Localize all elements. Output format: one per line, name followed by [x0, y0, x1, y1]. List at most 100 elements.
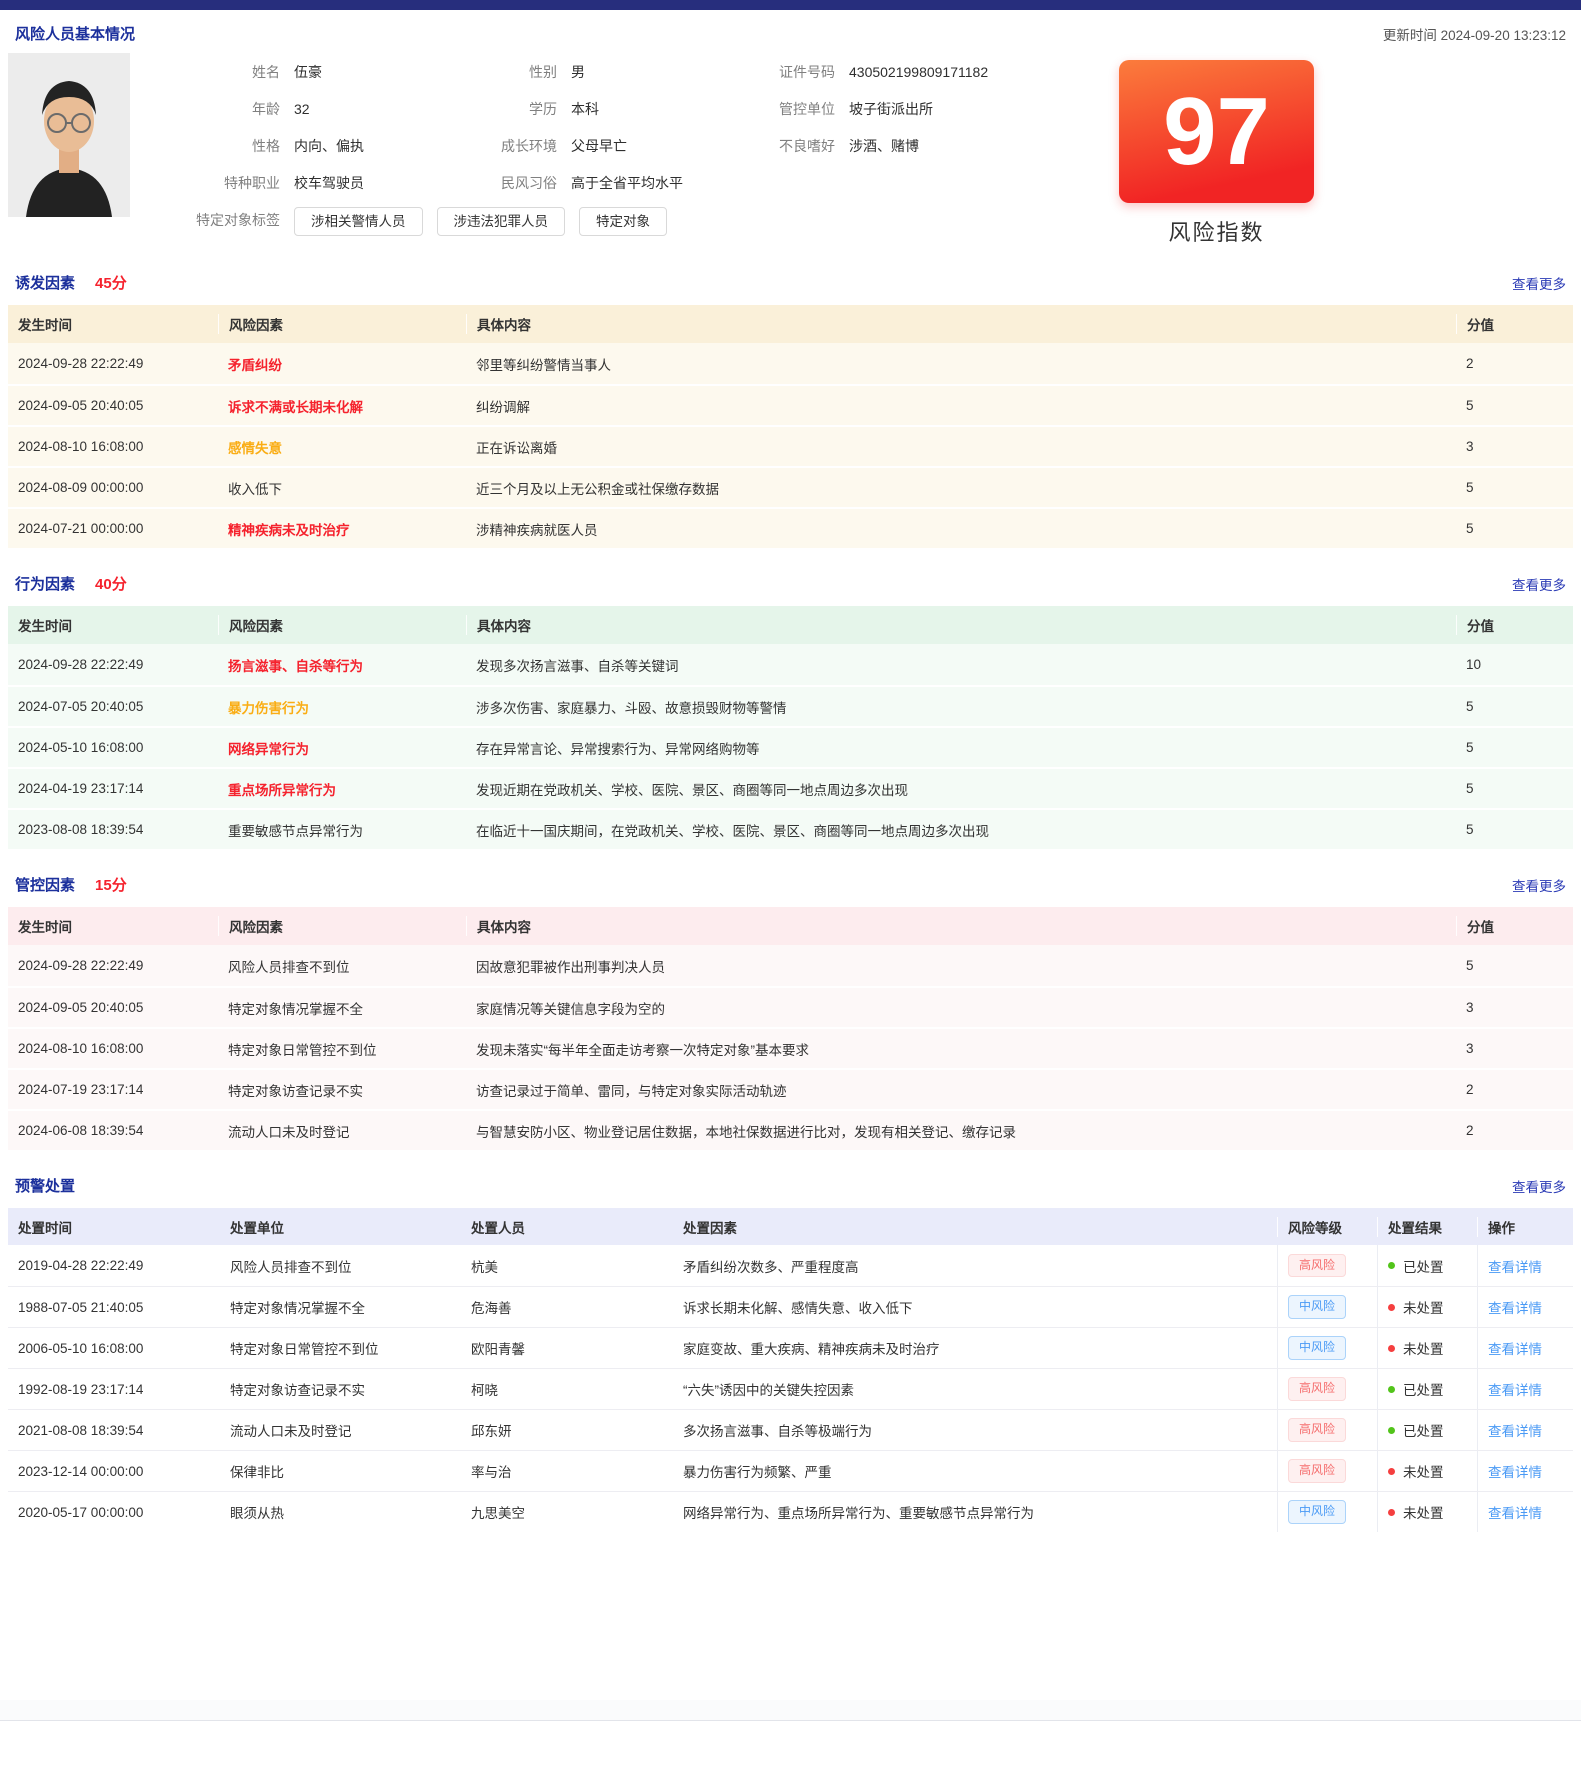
cell-score: 2 [1466, 1082, 1474, 1097]
cell-score: 2 [1466, 1123, 1474, 1138]
field-value: 本科 [571, 100, 599, 117]
column-header: 处置时间 [18, 1220, 72, 1236]
view-detail-link[interactable]: 查看详情 [1488, 1465, 1542, 1480]
view-detail-link[interactable]: 查看详情 [1488, 1259, 1542, 1275]
cell-action: 查看详情 [1477, 1245, 1573, 1286]
column-header: 处置因素 [683, 1220, 737, 1236]
cell-action: 查看详情 [1477, 1328, 1573, 1368]
cell-risk-factor: 扬言滋事、自杀等行为 [228, 658, 363, 674]
result-text: 未处置 [1403, 1342, 1444, 1357]
high-risk-badge: 高风险 [1288, 1459, 1347, 1483]
cell-risk-level: 高风险 [1277, 1451, 1377, 1491]
cell-content: 近三个月及以上无公积金或社保缴存数据 [476, 481, 719, 497]
field-label: 成长环境 [501, 137, 557, 154]
cell-score: 5 [1466, 398, 1474, 413]
cell-disposal-person: 柯晓 [471, 1383, 498, 1398]
column-header: 发生时间 [18, 619, 72, 634]
column-header: 具体内容 [466, 615, 1456, 635]
page-title: 风险人员基本情况 [15, 26, 136, 43]
section-header: 管控因素 15分 查看更多 [15, 874, 1566, 895]
field-label: 不良嗜好 [779, 137, 835, 154]
section-score: 15分 [95, 877, 127, 894]
status-dot-done [1388, 1385, 1395, 1393]
cell-action: 查看详情 [1477, 1410, 1573, 1450]
risk-index-panel: 97 风险指数 [1119, 53, 1314, 247]
cell-risk-factor: 重要敏感节点异常行为 [228, 823, 363, 839]
cell-time: 2024-07-05 20:40:05 [18, 699, 144, 714]
cell-disposal-result: 未处置 [1377, 1451, 1477, 1491]
column-header: 处置人员 [471, 1220, 525, 1236]
view-more-link[interactable]: 查看更多 [1512, 276, 1566, 292]
field-value: 内向、偏执 [294, 137, 364, 154]
view-more-link[interactable]: 查看更多 [1512, 577, 1566, 593]
cell-time: 2024-07-19 23:17:14 [18, 1082, 144, 1097]
table-row: 2024-08-10 16:08:00 特定对象日常管控不到位 发现未落实“每半年全… [8, 1027, 1573, 1068]
cell-disposal-factor: 网络异常行为、重点场所异常行为、重要敏感节点异常行为 [683, 1506, 1034, 1521]
status-dot-done [1388, 1426, 1395, 1434]
cell-disposal-person: 率与治 [471, 1465, 512, 1480]
cell-score: 5 [1466, 480, 1474, 495]
table-row: 2024-07-19 23:17:14 特定对象访查记录不实 访查记录过于简单、雷同… [8, 1068, 1573, 1109]
cell-disposal-factor: 多次扬言滋事、自杀等极端行为 [683, 1424, 872, 1439]
field-label: 性别 [529, 63, 557, 80]
view-more-link[interactable]: 查看更多 [1512, 878, 1566, 894]
section-control-factors: 管控因素 15分 查看更多 发生时间 风险因素 具体内容 分值 2024-09-28 2… [8, 874, 1573, 1150]
result-text: 未处置 [1403, 1301, 1444, 1316]
cell-disposal-unit: 特定对象日常管控不到位 [230, 1342, 379, 1357]
cell-time: 2024-04-19 23:17:14 [18, 781, 144, 796]
cell-risk-factor: 特定对象日常管控不到位 [228, 1042, 377, 1058]
view-detail-link[interactable]: 查看详情 [1488, 1301, 1542, 1316]
cell-disposal-person: 杭美 [471, 1259, 498, 1275]
cell-risk-factor: 感情失意 [228, 440, 282, 456]
section-title: 行为因素 [15, 576, 76, 593]
cell-time: 2024-05-10 16:08:00 [18, 740, 144, 755]
section-header: 行为因素 40分 查看更多 [15, 573, 1566, 594]
field-column: 证件号码 430502199809171182 管控单位 坡子街派出所 不良嗜好 涉酒、赌… [750, 53, 1119, 201]
profile-field: 成长环境 父母早亡 [460, 127, 750, 164]
cell-disposal-factor: 暴力伤害行为频繁、严重 [683, 1465, 832, 1480]
view-detail-link[interactable]: 查看详情 [1488, 1342, 1542, 1357]
cell-score: 10 [1466, 657, 1482, 672]
cell-disposal-unit: 流动人口未及时登记 [230, 1424, 352, 1439]
field-value: 校车驾驶员 [294, 174, 364, 191]
cell-risk-factor: 网络异常行为 [228, 741, 309, 757]
column-header: 发生时间 [18, 920, 72, 935]
cell-content: 家庭情况等关键信息字段为空的 [476, 1001, 665, 1017]
view-detail-link[interactable]: 查看详情 [1488, 1383, 1542, 1398]
result-text: 未处置 [1403, 1506, 1444, 1521]
table-row: 2024-05-10 16:08:00 网络异常行为 存在异常言论、异常搜索行为、异… [8, 726, 1573, 767]
table-header-row: 发生时间 风险因素 具体内容 分值 [8, 305, 1573, 343]
cell-action: 查看详情 [1477, 1369, 1573, 1409]
result-text: 已处置 [1403, 1424, 1444, 1439]
column-header: 风险等级 [1277, 1216, 1377, 1237]
view-detail-link[interactable]: 查看详情 [1488, 1424, 1542, 1439]
special-object-tag: 涉违法犯罪人员 [436, 207, 565, 236]
cell-score: 2 [1466, 356, 1474, 371]
cell-risk-factor: 风险人员排查不到位 [228, 959, 350, 975]
field-value: 坡子街派出所 [849, 100, 933, 117]
cell-disposal-person: 九思美空 [471, 1506, 525, 1521]
field-label: 性格 [252, 137, 280, 154]
field-label: 管控单位 [779, 100, 835, 117]
high-risk-badge: 高风险 [1288, 1377, 1347, 1401]
cell-time: 2024-08-09 00:00:00 [18, 480, 144, 495]
cell-disposal-result: 未处置 [1377, 1328, 1477, 1368]
view-detail-link[interactable]: 查看详情 [1488, 1506, 1542, 1521]
cell-disposal-factor: 矛盾纠纷次数多、严重程度高 [683, 1259, 859, 1275]
cell-risk-level: 中风险 [1277, 1287, 1377, 1327]
cell-disposal-unit: 风险人员排查不到位 [230, 1259, 352, 1275]
field-label: 民风习俗 [501, 174, 557, 191]
table-header-row: 发生时间 风险因素 具体内容 分值 [8, 907, 1573, 945]
section-title: 预警处置 [15, 1178, 76, 1195]
cell-content: 正在诉讼离婚 [476, 440, 557, 456]
cell-action: 查看详情 [1477, 1287, 1573, 1327]
field-column: 姓名 伍豪 年龄 32 性格 内向、偏执 特种职业 校车驾驶员 [150, 53, 460, 201]
column-header: 处置单位 [230, 1220, 284, 1236]
cell-disposal-unit: 特定对象访查记录不实 [230, 1383, 365, 1398]
view-more-link[interactable]: 查看更多 [1512, 1179, 1566, 1195]
inducing-factors-table: 发生时间 风险因素 具体内容 分值 2024-09-28 22:22:49 矛盾纠纷 邻里等… [8, 305, 1573, 548]
field-label: 年龄 [252, 100, 280, 117]
cell-time: 2024-06-08 18:39:54 [18, 1123, 144, 1138]
section-behavior-factors: 行为因素 40分 查看更多 发生时间 风险因素 具体内容 分值 2024-09-28 2… [8, 573, 1573, 849]
cell-disposal-unit: 特定对象情况掌握不全 [230, 1301, 365, 1316]
